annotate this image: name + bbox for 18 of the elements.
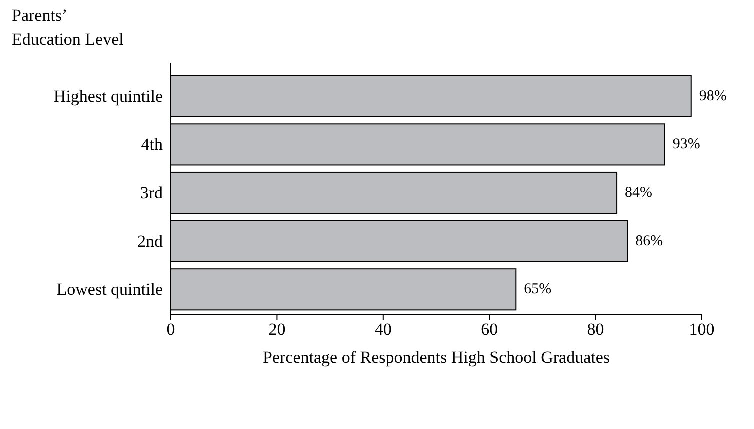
- x-tick-label: 20: [268, 320, 286, 339]
- data-label: 65%: [524, 282, 552, 298]
- y-tick-label: Lowest quintile: [56, 280, 163, 300]
- data-label: 86%: [636, 233, 664, 250]
- data-label: 98%: [699, 88, 727, 104]
- x-tick-label: 60: [481, 320, 498, 339]
- y-tick-label: 3rd: [140, 184, 164, 202]
- x-tick-label: 40: [374, 320, 392, 339]
- data-label: 93%: [672, 136, 700, 153]
- y-tick-label: 4th: [141, 135, 164, 154]
- x-axis-title: Percentage of Respondents High School Graduates: [263, 348, 610, 367]
- x-tick-label: 100: [689, 320, 715, 339]
- y-axis-title: Parents’ Education Level: [12, 6, 124, 49]
- data-label: 84%: [625, 185, 653, 201]
- x-tick-label: 80: [587, 320, 604, 339]
- x-tick-label: 0: [166, 320, 176, 339]
- y-tick-label: 2nd: [138, 232, 164, 251]
- y-tick-label: Highest quintile: [54, 86, 163, 106]
